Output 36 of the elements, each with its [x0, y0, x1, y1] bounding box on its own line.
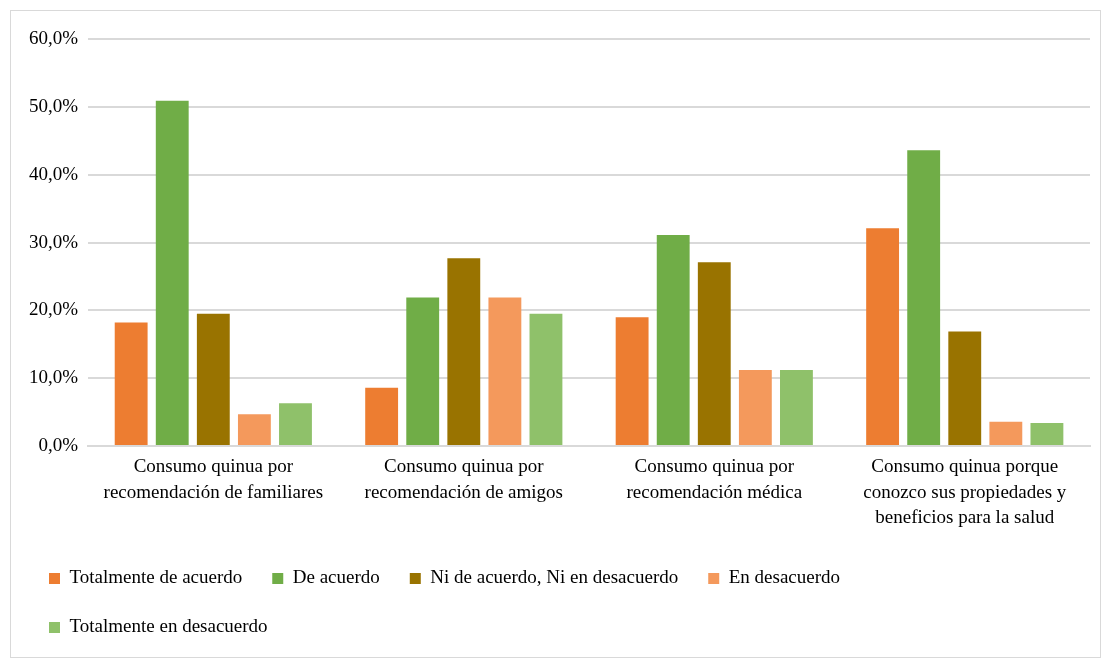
legend-label: Ni de acuerdo, Ni en desacuerdo	[430, 566, 679, 588]
bar	[866, 228, 900, 446]
legend-label: Totalmente en desacuerdo	[69, 615, 268, 637]
bar	[365, 387, 399, 446]
bar	[738, 370, 772, 446]
bar	[907, 150, 941, 446]
bar	[529, 313, 563, 446]
y-tick-label: 0,0%	[38, 434, 79, 456]
y-tick-label: 10,0%	[29, 366, 79, 388]
bar	[447, 258, 481, 446]
bar	[615, 317, 649, 446]
y-tick-label: 50,0%	[29, 94, 79, 116]
bar	[948, 331, 982, 446]
y-tick-label: 20,0%	[29, 298, 79, 320]
x-tick-label: Consumo quinua por recomendación de amigos	[364, 454, 563, 502]
bar	[780, 370, 813, 446]
bar	[406, 297, 440, 446]
bar	[237, 414, 271, 446]
bar	[989, 421, 1023, 446]
y-tick-label: 60,0%	[29, 26, 79, 48]
bar	[488, 297, 522, 446]
legend-label: Totalmente de acuerdo	[69, 566, 243, 588]
bar	[155, 100, 189, 446]
x-tick-label: Consumo quinua por recomendación médica	[626, 454, 803, 502]
y-tick-label: 30,0%	[29, 230, 79, 252]
bar	[196, 313, 230, 446]
bar	[656, 235, 690, 446]
bar	[697, 262, 731, 446]
legend-label: De acuerdo	[292, 566, 380, 588]
bar	[1030, 422, 1064, 446]
x-tick-label: Consumo quinua porque conozco sus propiedades y beneficios para la salud	[863, 454, 1067, 528]
bar	[114, 322, 148, 446]
legend-label: En desacuerdo	[728, 566, 841, 588]
y-tick-label: 40,0%	[29, 162, 79, 184]
bar	[279, 403, 312, 446]
x-tick-label: Consumo quinua por recomendación de familiares	[103, 454, 324, 502]
